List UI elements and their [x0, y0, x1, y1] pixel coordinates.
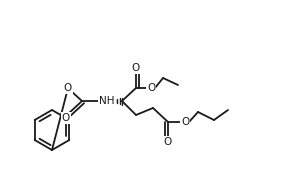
Text: O: O [62, 113, 70, 123]
Text: O: O [64, 83, 72, 93]
Text: O: O [147, 83, 155, 93]
Text: NH: NH [99, 96, 115, 106]
Text: O: O [181, 117, 189, 127]
Text: O: O [164, 137, 172, 147]
Text: O: O [132, 63, 140, 73]
